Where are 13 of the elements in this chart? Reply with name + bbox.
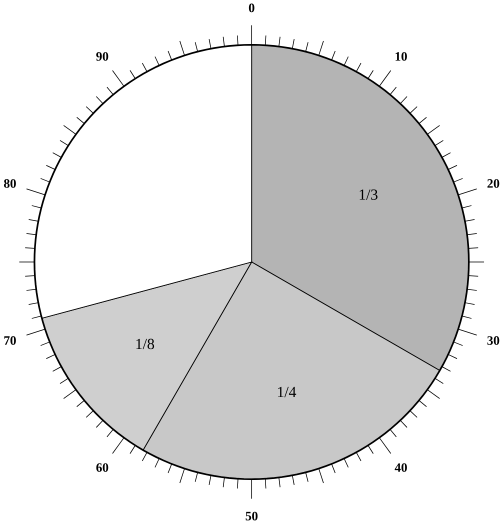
text: 90: [96, 52, 108, 61]
text: 20: [487, 179, 500, 188]
text: 60: [96, 463, 108, 472]
text: 40: [394, 463, 407, 472]
text: 30: [487, 336, 500, 345]
text: 70: [4, 336, 16, 345]
text: 80: [4, 179, 16, 188]
text: 50: [246, 512, 258, 520]
text: 0: [248, 4, 254, 12]
slice-label: 1/8: [136, 338, 154, 350]
slice-label: 1/4: [278, 386, 296, 398]
slice-label: 1/3: [360, 189, 378, 200]
text: 10: [395, 52, 407, 61]
